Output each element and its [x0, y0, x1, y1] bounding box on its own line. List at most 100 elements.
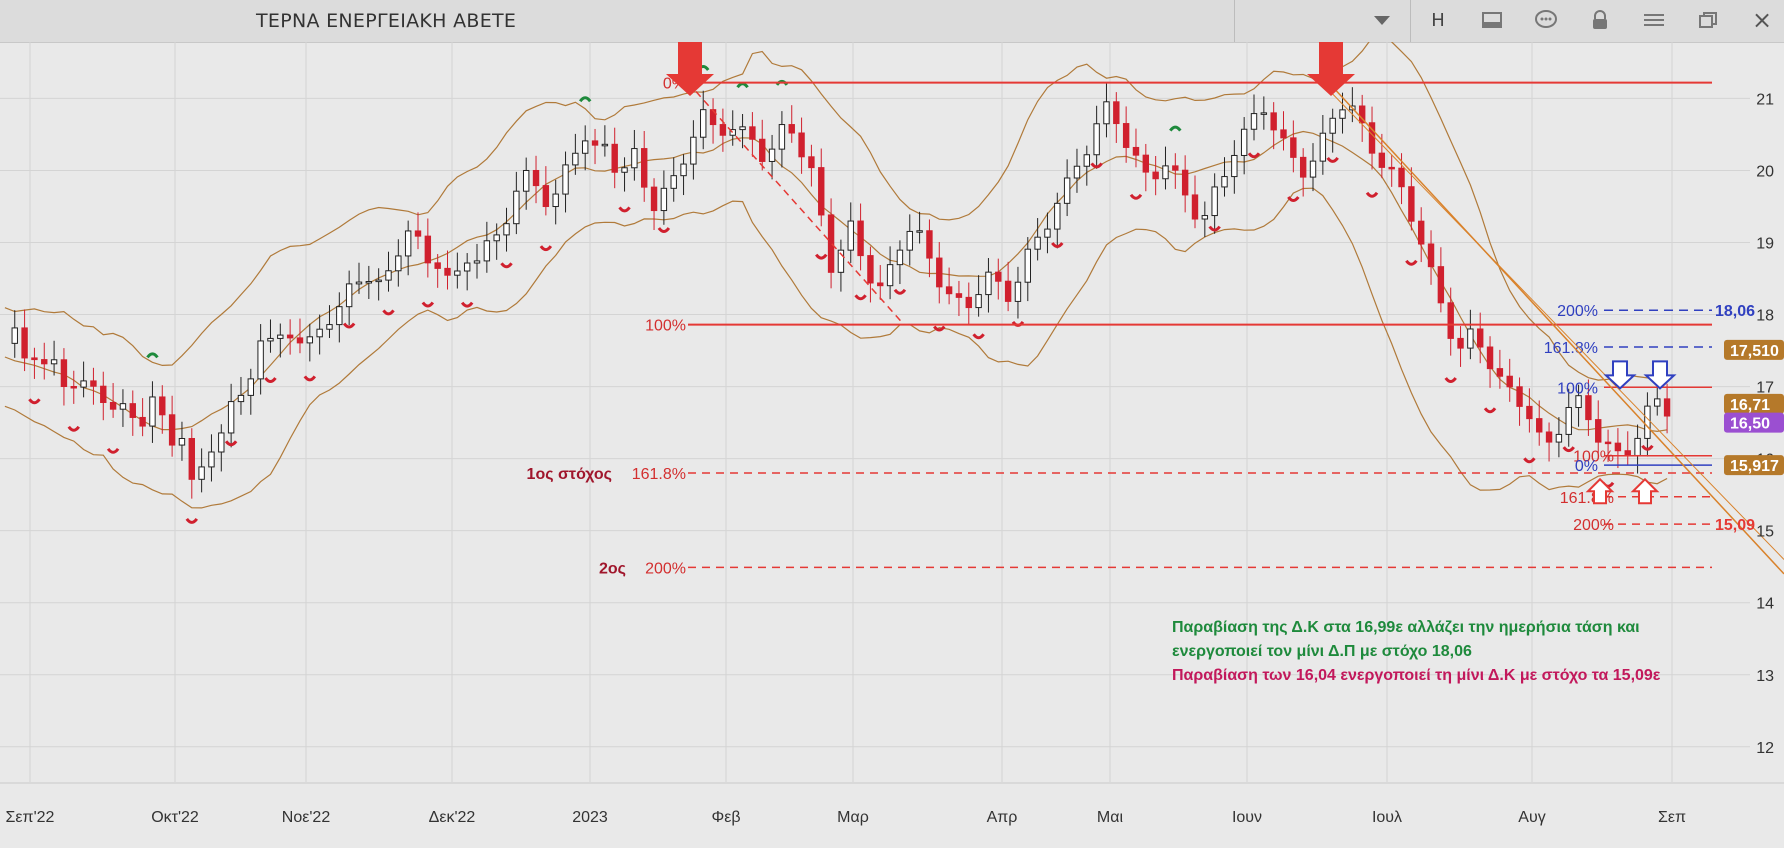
candle-down: [749, 126, 756, 140]
candle-down: [129, 403, 136, 418]
price-tag-text: 16,71: [1730, 397, 1770, 414]
lock-icon[interactable]: [1580, 4, 1620, 36]
x-tick-label: Μαι: [1097, 809, 1124, 826]
bearish-marker: [28, 398, 41, 405]
candle-down: [1663, 398, 1671, 417]
red-up-arrow-icon: [1630, 477, 1660, 505]
candle-up: [1083, 154, 1091, 167]
candle-down: [532, 169, 540, 187]
candle-down: [867, 255, 874, 284]
candle-up: [1654, 398, 1661, 407]
price-chart[interactable]: 0%100%161.8%1ος στόχος200%2ος100%161.8%2…: [0, 42, 1784, 848]
bearish-marker: [1405, 259, 1418, 266]
window-title: ΤΕΡΝΑ ΕΝΕΡΓΕΙΑΚΗ ΑΒΕΤΕ: [256, 10, 517, 32]
candle-down: [798, 132, 805, 158]
candle-up: [218, 432, 225, 453]
candle-down: [434, 262, 441, 269]
candle-down: [1172, 165, 1179, 171]
candle-down: [1132, 146, 1140, 156]
bollinger-bands: [4, 42, 1668, 509]
upper-band: [4, 42, 1668, 382]
candle-up: [237, 394, 245, 403]
candle-down: [936, 257, 943, 288]
candle-up: [513, 190, 520, 225]
candle-down: [965, 296, 972, 309]
menu-icon[interactable]: [1634, 4, 1674, 36]
candle-down: [857, 220, 864, 257]
price-tag-text: 15,917: [1730, 458, 1779, 475]
candle-down: [1536, 418, 1543, 433]
candle-down: [1142, 154, 1150, 173]
x-tick-label: Αυγ: [1518, 809, 1545, 826]
mini-fib-label: 200%: [1557, 303, 1598, 320]
bearish-marker: [893, 288, 907, 295]
candle-up: [1073, 165, 1081, 179]
x-tick-label: 2023: [572, 809, 608, 826]
candle-up: [257, 340, 264, 380]
candle-up: [1162, 165, 1169, 180]
candle-down: [1477, 328, 1484, 348]
candle-up: [690, 136, 697, 165]
candle-down: [1545, 431, 1553, 443]
candle-up: [670, 175, 677, 189]
candle-up: [1093, 123, 1100, 156]
candle-down: [21, 327, 28, 359]
bearish-marker: [1247, 152, 1261, 159]
candle-up: [1221, 176, 1228, 188]
window-titlebar: ΤΕΡΝΑ ΕΝΕΡΓΕΙΑΚΗ ΑΒΕΤΕ H ×: [0, 0, 1784, 43]
candle-down: [1378, 152, 1386, 168]
candle-up: [1211, 186, 1218, 217]
downtrend-line: [1329, 90, 1784, 560]
candle-up: [1565, 407, 1572, 435]
candle-down: [1417, 220, 1425, 245]
fib-level-label: 100%: [645, 318, 686, 335]
candle-down: [827, 214, 835, 273]
candle-down: [1614, 442, 1622, 452]
bearish-marker: [303, 375, 317, 382]
restore-icon[interactable]: [1688, 4, 1728, 36]
bearish-marker: [1326, 156, 1339, 163]
chevron-down-icon[interactable]: [1362, 4, 1402, 36]
x-tick-label: Ιουλ: [1372, 809, 1402, 826]
candle-up: [886, 264, 894, 287]
panel-icon[interactable]: [1472, 4, 1512, 36]
candle-down: [1496, 368, 1504, 377]
bearish-marker: [657, 227, 671, 233]
candle-up: [1329, 117, 1336, 134]
candle-up: [975, 294, 982, 309]
fib-level-label: 200%: [645, 560, 686, 577]
y-tick-label: 13: [1756, 668, 1774, 685]
candle-down: [70, 385, 77, 389]
candle-down: [1457, 337, 1464, 349]
candle-up: [119, 403, 127, 410]
close-button[interactable]: ×: [1751, 6, 1773, 34]
candle-up: [483, 240, 491, 262]
candle-down: [1585, 395, 1592, 421]
candle-up: [326, 324, 333, 330]
candle-up: [1103, 101, 1110, 125]
x-tick-label: Σεπ'22: [6, 809, 55, 826]
bearish-marker: [342, 322, 356, 329]
bullish-marker: [736, 82, 749, 89]
candle-down: [168, 414, 176, 446]
candle-up: [581, 140, 589, 154]
candle-up: [11, 327, 18, 344]
mini-fib-label: 161.8%: [1544, 340, 1598, 357]
candle-down: [641, 148, 648, 188]
candle-down: [1398, 167, 1405, 188]
candle-down: [1122, 123, 1130, 148]
candle-up: [80, 380, 87, 388]
chat-icon[interactable]: [1526, 4, 1566, 36]
candle-up: [1014, 281, 1022, 302]
candle-down: [808, 156, 815, 169]
candle-up: [562, 164, 569, 195]
bearish-marker: [382, 309, 395, 316]
candle-up: [345, 283, 353, 308]
x-tick-label: Σεπ: [1658, 809, 1686, 826]
bearish-marker: [1641, 444, 1654, 451]
y-tick-label: 18: [1756, 308, 1774, 325]
h-button[interactable]: H: [1431, 9, 1445, 31]
bearish-marker: [618, 206, 631, 213]
candle-up: [621, 167, 628, 173]
y-tick-label: 14: [1756, 596, 1774, 613]
